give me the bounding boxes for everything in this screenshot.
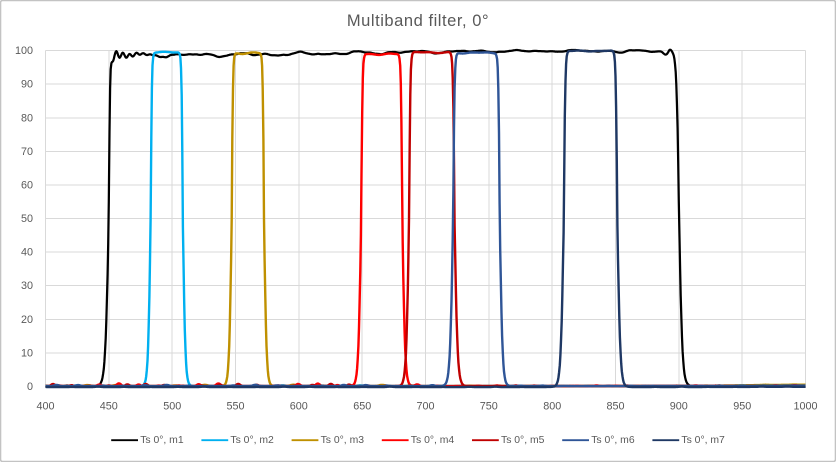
svg-text:20: 20 [21, 314, 33, 326]
svg-text:550: 550 [226, 401, 244, 413]
svg-text:30: 30 [21, 280, 33, 292]
svg-text:600: 600 [290, 401, 308, 413]
svg-text:100: 100 [15, 45, 33, 57]
svg-text:70: 70 [21, 146, 33, 158]
svg-text:900: 900 [670, 401, 688, 413]
svg-text:80: 80 [21, 112, 33, 124]
svg-text:750: 750 [480, 401, 498, 413]
svg-text:Multiband filter, 0°: Multiband filter, 0° [347, 12, 489, 30]
svg-text:500: 500 [163, 401, 181, 413]
svg-text:Ts 0°, m2: Ts 0°, m2 [230, 435, 274, 446]
svg-text:700: 700 [416, 401, 434, 413]
svg-text:40: 40 [21, 247, 33, 259]
svg-text:90: 90 [21, 79, 33, 91]
svg-text:Ts 0°, m1: Ts 0°, m1 [140, 435, 184, 446]
svg-text:950: 950 [733, 401, 751, 413]
svg-text:850: 850 [606, 401, 624, 413]
svg-text:800: 800 [543, 401, 561, 413]
svg-text:400: 400 [36, 401, 54, 413]
svg-text:Ts 0°, m5: Ts 0°, m5 [501, 435, 545, 446]
svg-text:50: 50 [21, 213, 33, 225]
svg-text:1000: 1000 [793, 401, 817, 413]
svg-text:10: 10 [21, 347, 33, 359]
svg-text:0: 0 [27, 381, 33, 393]
svg-text:60: 60 [21, 180, 33, 192]
svg-text:Ts 0°, m6: Ts 0°, m6 [591, 435, 635, 446]
svg-text:Ts 0°, m7: Ts 0°, m7 [681, 435, 725, 446]
svg-text:Ts 0°, m4: Ts 0°, m4 [411, 435, 455, 446]
svg-text:450: 450 [100, 401, 118, 413]
svg-text:650: 650 [353, 401, 371, 413]
svg-text:Ts 0°, m3: Ts 0°, m3 [321, 435, 365, 446]
